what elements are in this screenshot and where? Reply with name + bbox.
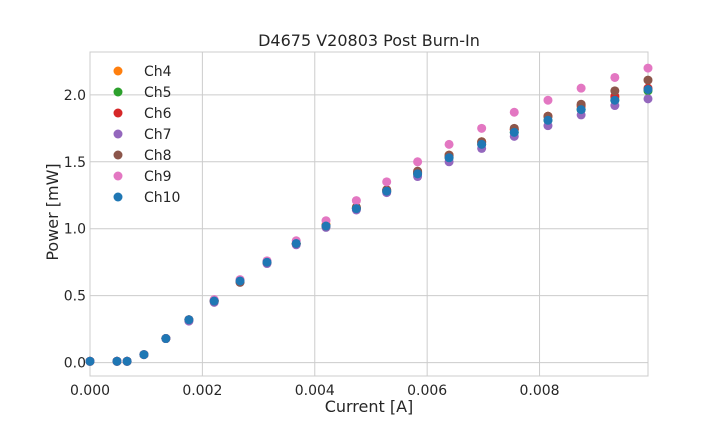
data-point: [139, 350, 149, 360]
legend-item-ch4: Ch4: [113, 64, 172, 80]
data-point: [262, 257, 272, 267]
x-tick-label: 0.002: [182, 383, 222, 399]
data-point: [112, 356, 122, 366]
legend-item-ch9: Ch9: [113, 169, 172, 185]
y-tick-label: 0.5: [64, 289, 86, 305]
tick-labels: 0.000 0.002 0.004 0.006 0.008 0.0 0.5 1.0 1.5 2.0: [64, 88, 560, 399]
legend-marker: [113, 171, 123, 181]
y-axis-label: Power [mW]: [43, 163, 62, 260]
data-point: [444, 139, 454, 149]
data-point: [543, 115, 553, 125]
legend-item-ch5: Ch5: [113, 85, 172, 101]
legend-marker: [113, 129, 123, 139]
x-tick-label: 0.008: [519, 383, 559, 399]
x-tick-label: 0.006: [407, 383, 447, 399]
legend-item-ch10: Ch10: [113, 190, 180, 206]
legend-item-ch6: Ch6: [113, 106, 172, 122]
legend-marker: [113, 66, 123, 76]
legend-item-ch8: Ch8: [113, 148, 172, 164]
data-point: [382, 186, 392, 196]
legend-label: Ch6: [144, 106, 172, 122]
series-ch10: [85, 84, 653, 366]
chart-title: D4675 V20803 Post Burn-In: [258, 31, 480, 50]
grid: [89, 51, 649, 377]
data-point: [610, 95, 620, 105]
legend-marker: [113, 87, 123, 97]
y-tick-label: 1.5: [64, 155, 86, 171]
data-point: [576, 83, 586, 93]
legend-label: Ch5: [144, 85, 172, 101]
data-point: [643, 84, 653, 94]
legend-marker: [113, 108, 123, 118]
legend-marker: [113, 150, 123, 160]
data-point: [643, 94, 653, 104]
data-point: [351, 196, 361, 206]
y-tick-label: 2.0: [64, 88, 86, 104]
data-point: [321, 221, 331, 231]
legend-item-ch7: Ch7: [113, 127, 172, 143]
x-tick-label: 0.000: [70, 383, 110, 399]
data-points: [85, 63, 653, 366]
legend-label: Ch8: [144, 148, 172, 164]
data-point: [610, 72, 620, 82]
legend-label: Ch9: [144, 169, 172, 185]
data-point: [543, 95, 553, 105]
data-point: [413, 157, 423, 167]
legend-label: Ch4: [144, 64, 172, 80]
data-point: [161, 334, 171, 344]
data-point: [413, 169, 423, 179]
x-axis-label: Current [A]: [325, 397, 414, 416]
data-point: [509, 127, 519, 137]
data-point: [610, 86, 620, 96]
data-point: [184, 315, 194, 325]
data-point: [509, 107, 519, 117]
legend-label: Ch10: [144, 190, 180, 206]
x-tick-label: 0.004: [295, 383, 335, 399]
legend: Ch4 Ch5 Ch6 Ch7 Ch8 Ch9 Ch10: [113, 64, 180, 206]
data-point: [351, 204, 361, 214]
data-point: [576, 105, 586, 115]
data-point: [85, 356, 95, 366]
legend-marker: [113, 192, 123, 202]
data-point: [235, 276, 245, 286]
y-tick-label: 0.0: [64, 356, 86, 372]
data-point: [643, 63, 653, 73]
data-point: [291, 238, 301, 248]
data-point: [209, 296, 219, 306]
y-tick-label: 1.0: [64, 222, 86, 238]
data-point: [477, 123, 487, 133]
data-point: [643, 75, 653, 85]
data-point: [477, 139, 487, 149]
data-point: [382, 177, 392, 187]
data-point: [444, 153, 454, 163]
legend-label: Ch7: [144, 127, 172, 143]
data-point: [122, 356, 132, 366]
